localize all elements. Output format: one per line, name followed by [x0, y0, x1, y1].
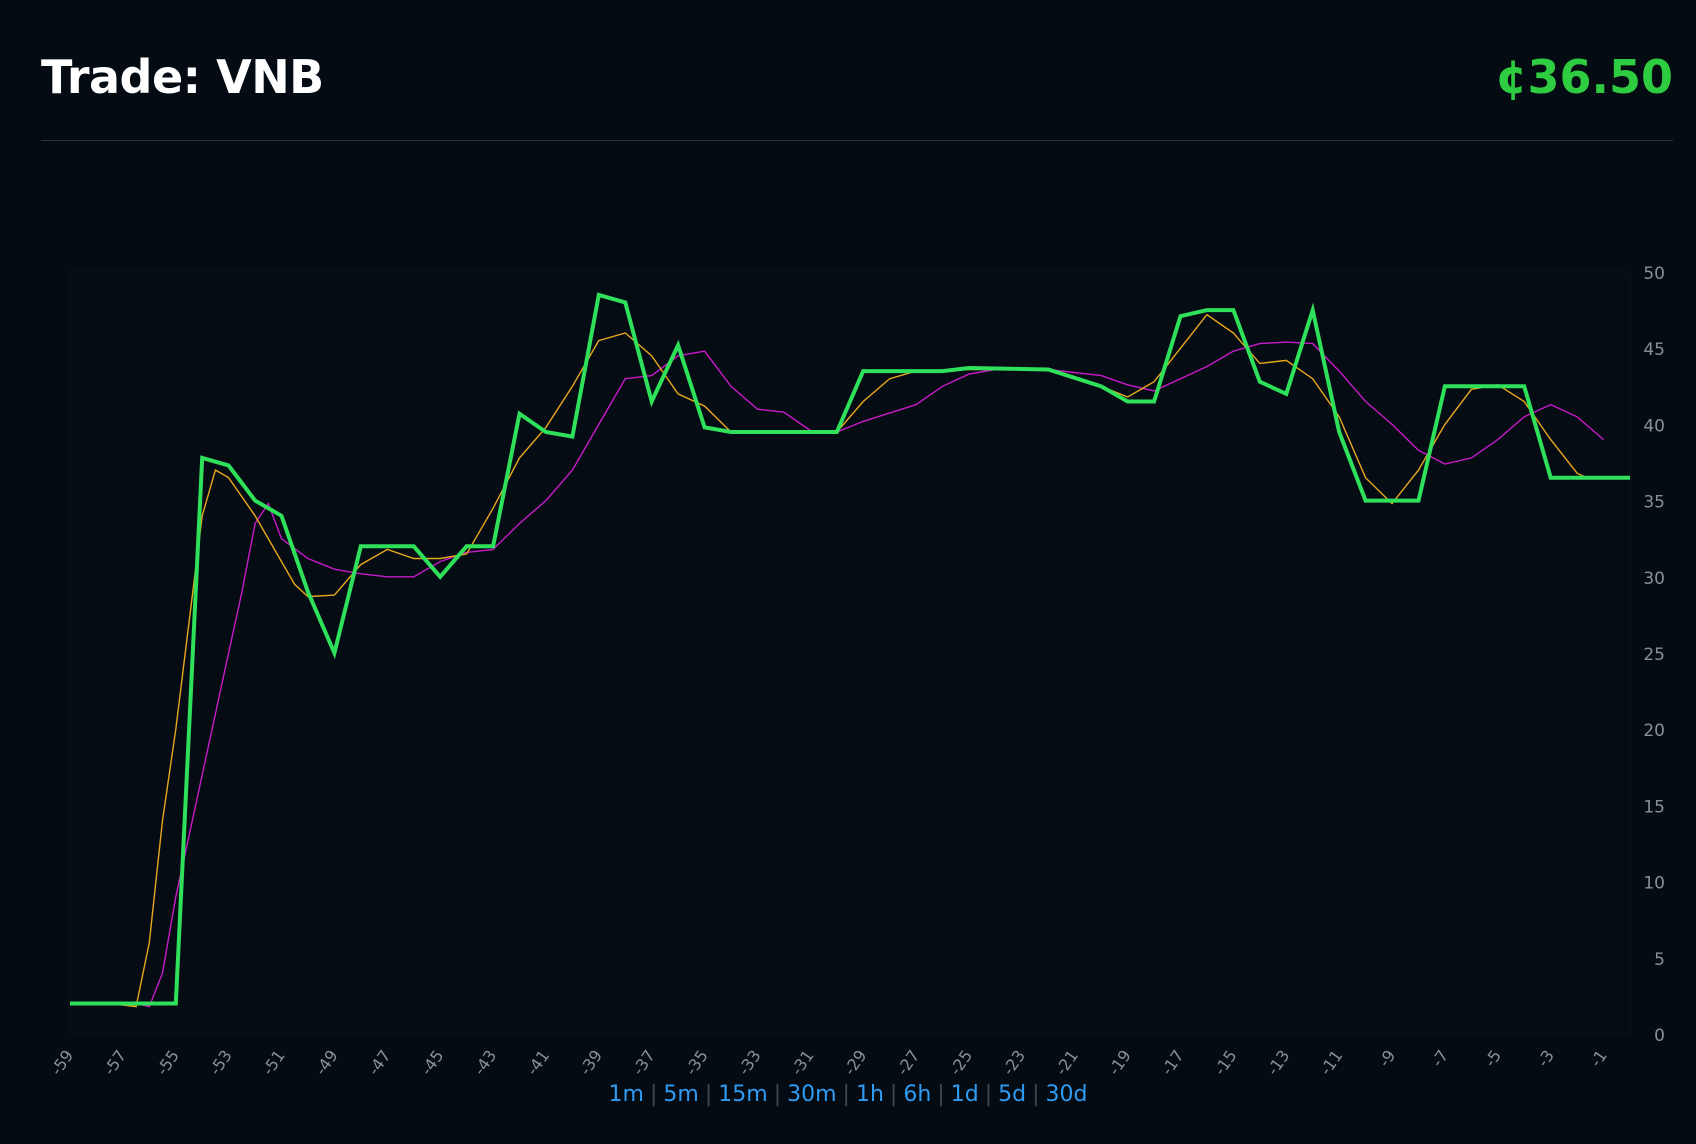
x-tick-label: -35 [681, 1046, 712, 1078]
y-tick-label: 10 [1643, 874, 1665, 894]
x-axis: -59 -57 -55 -53 -51 -49 -47 -45 -43 -41 -39 -37 -35-… [47, 1046, 1611, 1078]
x-tick-label: -5 [1480, 1046, 1505, 1070]
x-tick-label: -7 [1427, 1046, 1452, 1070]
range-separator: | [842, 1082, 850, 1107]
x-tick-label: -39 [576, 1046, 607, 1078]
x-tick-label: -53 [205, 1046, 236, 1078]
x-tick-label: -21 [1051, 1046, 1082, 1078]
range-5m[interactable]: 5m [663, 1082, 699, 1107]
x-tick-label: -57 [100, 1046, 131, 1078]
range-separator: | [984, 1082, 993, 1107]
x-tick-label: -17 [1157, 1046, 1188, 1078]
range-5d[interactable]: 5d [998, 1082, 1027, 1107]
time-range-selector: 1m | 5m | 15m | 30m | 1h | 6h | 1d | 5d | 30d [0, 1082, 1696, 1107]
x-tick-label: -27 [893, 1046, 924, 1078]
x-tick-label: -3 [1533, 1046, 1558, 1070]
x-tick-label: -45 [417, 1046, 448, 1078]
y-tick-label: 15 [1643, 797, 1665, 817]
x-tick-label: -59 [47, 1046, 78, 1078]
x-tick-label: -33 [734, 1046, 765, 1078]
range-1h[interactable]: 1h [855, 1082, 884, 1107]
x-tick-label: -19 [1104, 1046, 1135, 1078]
x-tick-label: -25 [946, 1046, 977, 1078]
y-tick-label: 20 [1643, 721, 1665, 741]
x-tick-label: -11 [1316, 1046, 1347, 1078]
y-axis: 0 5 10 15 20 25 30 35 40 45 50 [1643, 264, 1665, 1046]
range-separator: | [704, 1082, 713, 1107]
range-15m[interactable]: 15m [718, 1082, 768, 1107]
current-price: ¢36.50 [1495, 50, 1673, 104]
y-tick-label: 45 [1643, 340, 1665, 360]
x-tick-label: -49 [311, 1046, 342, 1078]
range-30m[interactable]: 30m [787, 1082, 837, 1107]
y-tick-label: 50 [1643, 264, 1665, 284]
range-separator: | [1032, 1082, 1040, 1107]
x-tick-label: -31 [787, 1046, 818, 1078]
x-tick-label: -23 [999, 1046, 1030, 1078]
range-1d[interactable]: 1d [950, 1082, 979, 1107]
series-layer [70, 292, 1630, 1008]
price-line [70, 292, 1630, 1006]
y-tick-label: 35 [1643, 493, 1665, 513]
y-tick-label: 25 [1643, 645, 1665, 665]
range-separator: | [889, 1082, 898, 1107]
fast-average-line [70, 313, 1591, 1008]
x-tick-label: -47 [364, 1046, 395, 1078]
x-tick-label: -37 [628, 1046, 659, 1078]
range-1m[interactable]: 1m [608, 1082, 644, 1107]
range-6h[interactable]: 6h [903, 1082, 932, 1107]
x-tick-label: -9 [1375, 1046, 1400, 1070]
range-separator: | [773, 1082, 782, 1107]
x-tick-label: -15 [1210, 1046, 1241, 1078]
plot-area [69, 271, 1631, 1035]
x-tick-label: -55 [152, 1046, 183, 1078]
x-tick-label: -41 [523, 1046, 554, 1078]
x-tick-label: -1 [1586, 1046, 1611, 1070]
range-separator: | [649, 1082, 658, 1107]
x-tick-label: -13 [1263, 1046, 1294, 1078]
x-tick-label: -51 [258, 1046, 289, 1078]
y-tick-label: 0 [1654, 1026, 1665, 1046]
x-tick-label: -29 [840, 1046, 871, 1078]
y-tick-label: 5 [1654, 950, 1665, 970]
x-tick-label: -43 [470, 1046, 501, 1078]
y-tick-label: 30 [1643, 569, 1665, 589]
range-separator: | [937, 1082, 945, 1107]
header: Trade: VNB ¢36.50 [41, 40, 1673, 141]
slow-average-line [70, 341, 1605, 1008]
page-title: Trade: VNB [41, 50, 324, 104]
range-30d[interactable]: 30d [1045, 1082, 1088, 1107]
y-tick-label: 40 [1643, 416, 1665, 436]
